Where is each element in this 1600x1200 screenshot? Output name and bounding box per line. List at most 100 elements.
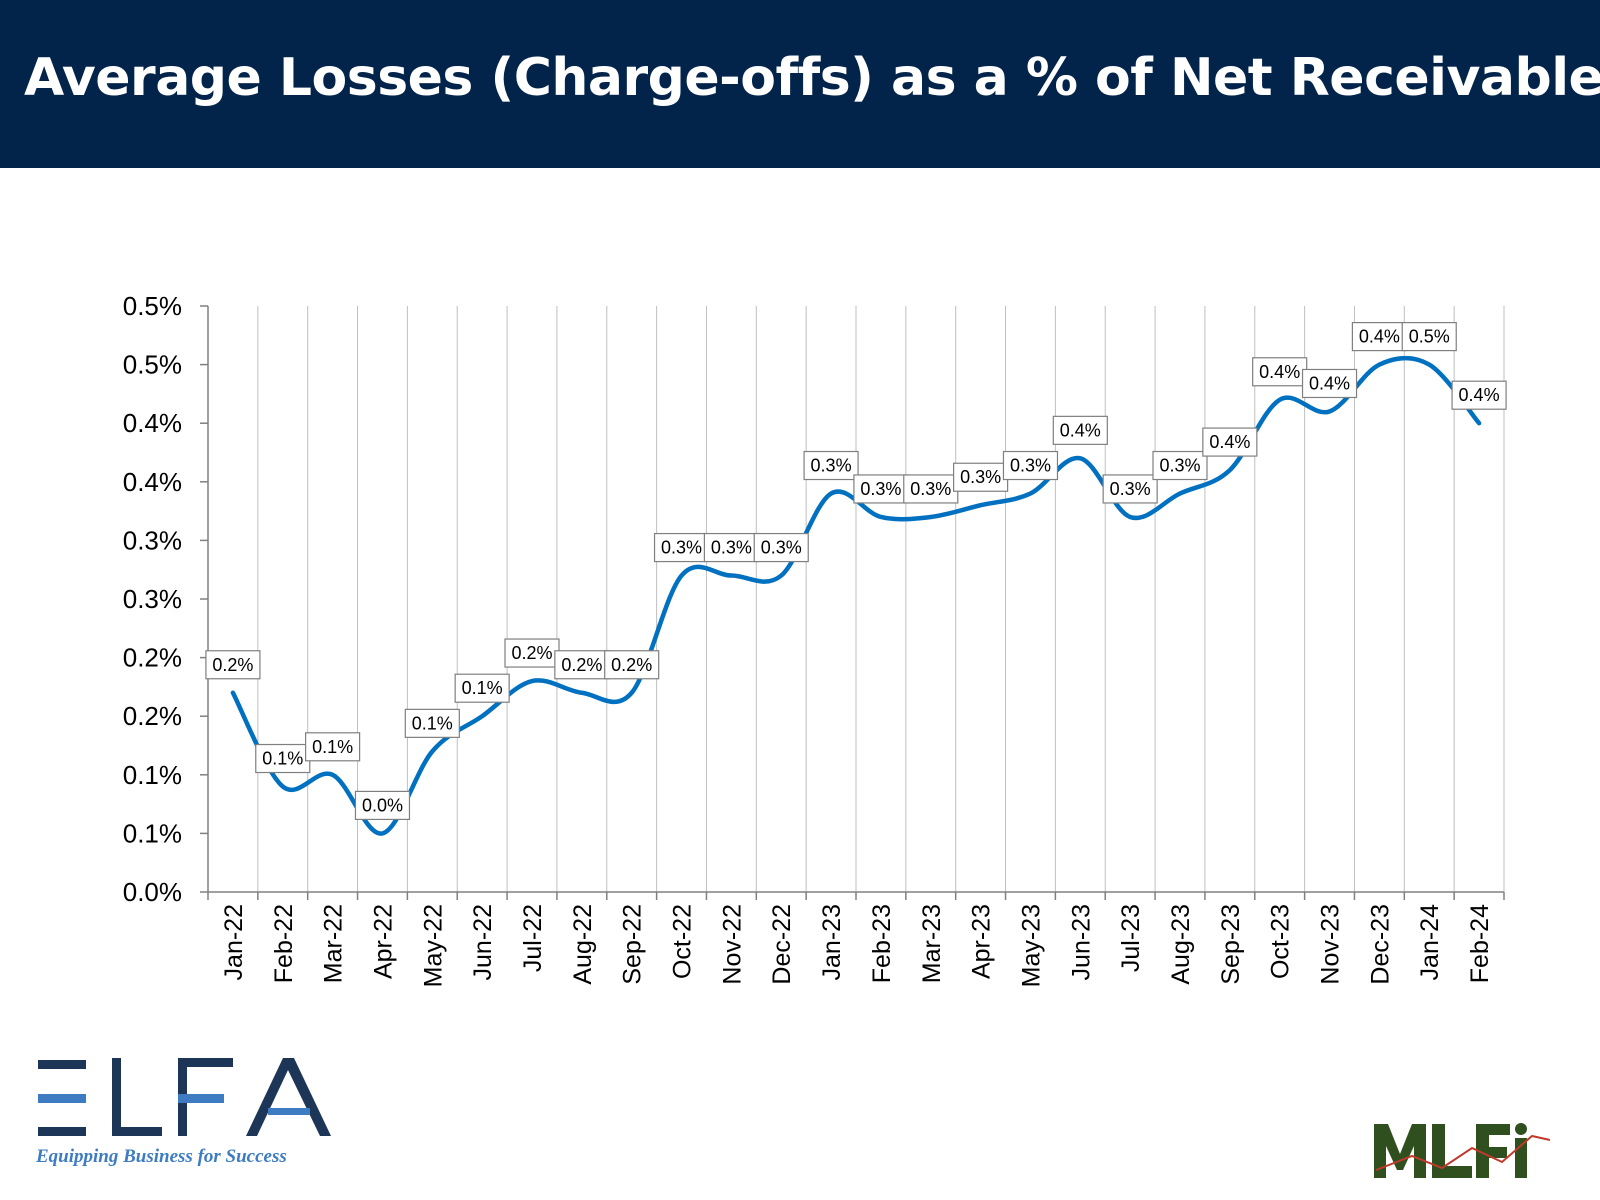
data-label: 0.4% (1351, 322, 1407, 352)
data-label-text: 0.2% (212, 655, 253, 675)
y-tick-label: 0.3% (123, 525, 182, 555)
data-label-text: 0.2% (561, 655, 602, 675)
y-tick-label: 0.2% (123, 643, 182, 673)
series-line (230, 355, 1482, 836)
x-tick-label: Dec-22 (768, 904, 796, 985)
x-tick-label: Mar-22 (320, 904, 348, 983)
elfa-logo: Equipping Business for Success (36, 1050, 336, 1167)
x-tick-label: Oct-22 (669, 904, 697, 979)
data-label-text: 0.4% (1209, 432, 1250, 452)
data-label-text: 0.3% (1159, 456, 1200, 476)
data-label-box (753, 532, 809, 563)
data-label: 0.2% (205, 650, 261, 680)
data-label: 0.4% (1052, 415, 1108, 445)
x-tick-label: May-22 (419, 904, 447, 987)
data-label: 0.2% (504, 638, 560, 668)
data-label-text: 0.4% (1459, 385, 1500, 405)
y-tick-label: 0.1% (123, 760, 182, 790)
data-label-text: 0.3% (761, 538, 802, 558)
elfa-tagline: Equipping Business for Success (36, 1146, 287, 1167)
data-label-text: 0.2% (611, 655, 652, 675)
data-label-text: 0.0% (362, 795, 403, 815)
data-label-box (1451, 380, 1507, 410)
x-tick-label: Oct-23 (1267, 904, 1295, 979)
data-label-text: 0.3% (960, 467, 1001, 487)
data-label-box (604, 650, 660, 680)
data-label-text: 0.1% (262, 749, 303, 769)
data-label: 0.3% (803, 450, 859, 481)
x-tick-label: Jun-23 (1067, 904, 1095, 980)
data-label: 0.0% (354, 790, 411, 821)
mlfi-wordmark (1374, 1123, 1551, 1178)
data-label: 0.2% (554, 650, 610, 680)
y-tick-label: 0.3% (123, 584, 182, 614)
data-label-box (1052, 415, 1108, 445)
data-label: 0.3% (703, 532, 759, 563)
y-tick-label: 0.5% (123, 291, 182, 321)
x-tick-label: Jul-22 (519, 904, 547, 972)
data-label-text: 0.4% (1259, 362, 1300, 382)
x-tick-label: Jul-23 (1117, 904, 1145, 972)
data-label: 0.4% (1252, 357, 1308, 387)
data-label-box (404, 708, 460, 738)
data-label-text: 0.1% (462, 678, 503, 698)
data-label-box (305, 732, 361, 762)
x-tick-label: Apr-23 (968, 904, 996, 979)
data-label-box (454, 673, 510, 703)
x-tick-label: Sep-23 (1217, 904, 1245, 985)
data-label-text: 0.4% (1309, 373, 1350, 393)
x-tick-label: Nov-22 (718, 904, 746, 985)
data-label-text: 0.1% (412, 713, 453, 733)
data-label-box (803, 450, 859, 481)
header-banner: Average Losses (Charge-offs) as a % of N… (0, 0, 1600, 168)
data-label: 0.3% (1152, 450, 1208, 481)
y-tick-label: 0.0% (123, 877, 182, 907)
data-label: 0.1% (255, 743, 311, 774)
data-label-box (1351, 322, 1407, 352)
x-tick-label: May-23 (1017, 904, 1045, 987)
data-label-text: 0.4% (1359, 327, 1400, 347)
data-label: 0.1% (404, 708, 460, 738)
data-label-box (1301, 368, 1358, 399)
x-tick-label: Nov-23 (1317, 904, 1345, 985)
data-label-box (255, 743, 311, 774)
data-label-text: 0.3% (910, 479, 951, 499)
x-tick-label: Jun-22 (469, 904, 497, 980)
data-label: 0.3% (953, 462, 1009, 492)
data-label: 0.3% (653, 532, 710, 563)
x-tick-label: Mar-23 (918, 904, 946, 983)
x-tick-label: Feb-22 (270, 904, 298, 983)
x-axis-ticks: Jan-22 Feb-22 Mar-22 Apr-22 May-22 Jun-22 Jul-… (207, 892, 1505, 987)
x-tick-label: Aug-22 (569, 904, 597, 985)
data-label-box (1002, 450, 1059, 481)
data-label-text: 0.1% (312, 737, 353, 757)
data-label-text: 0.4% (1060, 420, 1101, 440)
mlfi-logo (1372, 1118, 1562, 1187)
x-tick-label: Dec-23 (1366, 904, 1394, 985)
data-label-text: 0.3% (1010, 456, 1051, 476)
y-tick-label: 0.4% (123, 408, 182, 438)
data-label-box (1102, 474, 1158, 504)
data-label: 0.3% (903, 474, 959, 504)
elfa-wordmark (38, 1058, 331, 1136)
data-label-text: 0.5% (1409, 327, 1450, 347)
data-label-box (1202, 427, 1258, 457)
data-label-box (1152, 450, 1208, 481)
y-tick-label: 0.1% (123, 818, 182, 848)
y-tick-label: 0.4% (123, 467, 182, 497)
x-tick-label: Jan-22 (220, 904, 248, 980)
data-label: 0.5% (1401, 322, 1457, 352)
x-tick-label: Sep-22 (619, 904, 647, 985)
data-label-box (953, 462, 1009, 492)
data-label-box (504, 638, 560, 668)
x-tick-label: Feb-24 (1466, 904, 1494, 983)
data-label: 0.3% (1102, 474, 1158, 504)
y-tick-label: 0.2% (123, 701, 182, 731)
x-tick-label: Jan-24 (1416, 904, 1444, 981)
x-tick-label: Feb-23 (868, 904, 896, 983)
data-label-text: 0.3% (860, 479, 901, 499)
data-label-box (354, 790, 411, 821)
data-label-text: 0.3% (661, 538, 702, 558)
x-tick-label: Jan-23 (818, 904, 846, 980)
